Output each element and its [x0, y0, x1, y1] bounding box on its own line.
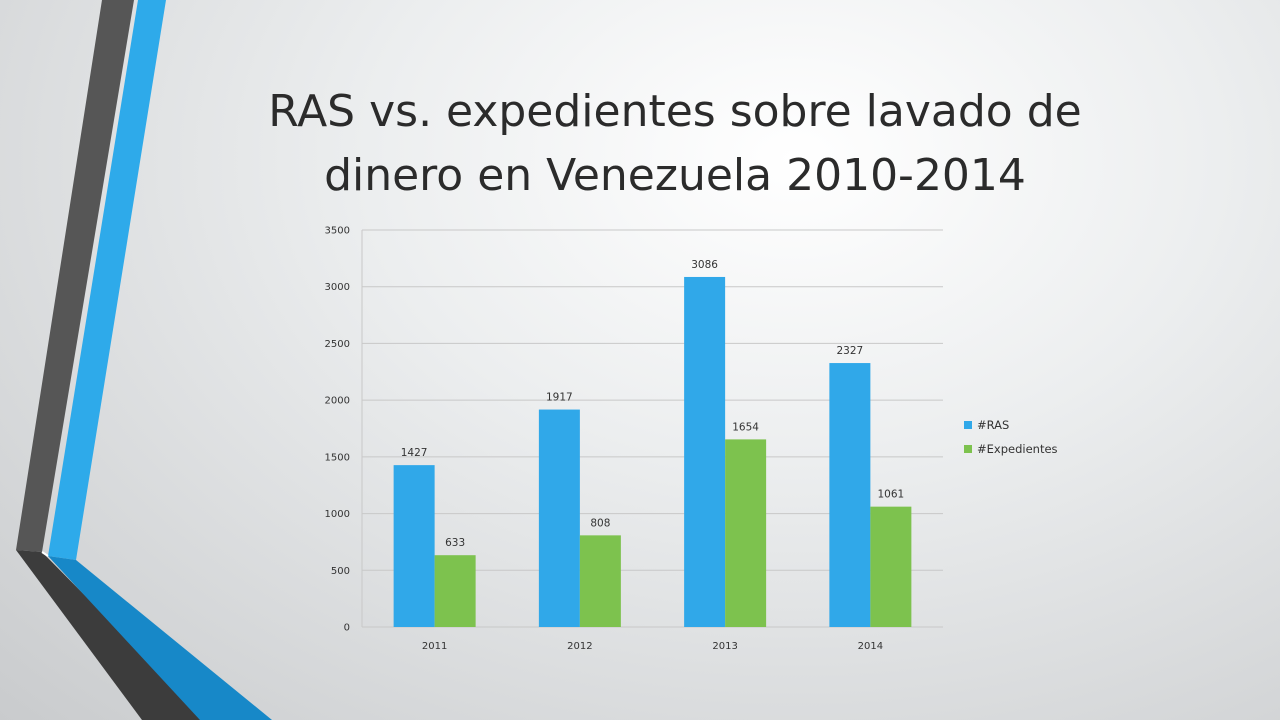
y-tick-label: 3500 [325, 226, 350, 237]
bar-ras-2013 [684, 276, 726, 627]
y-tick-label: 0 [344, 623, 350, 634]
data-label: 1427 [401, 447, 428, 459]
deco-dark-bar-lower [16, 550, 208, 720]
y-axis-labels: 0 500 1000 1500 2000 2500 3000 3500 [325, 226, 350, 634]
data-label: 633 [445, 537, 465, 549]
deco-blue-bar-lower [48, 556, 272, 720]
y-tick-label: 3000 [325, 282, 350, 293]
y-tick-label: 500 [331, 566, 350, 577]
deco-blue-bar-upper [48, 0, 166, 560]
data-label: 1061 [878, 489, 905, 501]
slide-title: RAS vs. expedientes sobre lavado de dine… [268, 86, 1082, 201]
legend-label: #RAS [977, 418, 1009, 432]
data-label: 808 [590, 517, 610, 529]
data-label: 3086 [691, 259, 718, 271]
x-tick-label: 2014 [858, 641, 883, 652]
bar-ras-2014 [829, 363, 871, 627]
y-tick-label: 1500 [325, 452, 350, 463]
bar-ras-2011 [393, 465, 435, 627]
bar-ras-2012 [538, 409, 580, 627]
chart-bars [393, 276, 912, 627]
data-label: 1654 [732, 421, 759, 433]
x-tick-label: 2012 [567, 641, 592, 652]
bar-expedientes-2014 [870, 506, 912, 627]
y-tick-label: 2000 [325, 396, 350, 407]
legend-label: #Expedientes [977, 442, 1058, 456]
data-labels: 1427 633 1917 808 3086 1654 2327 1061 [401, 259, 904, 549]
legend-swatch [964, 445, 972, 453]
bar-expedientes-2013 [725, 439, 767, 627]
deco-dark-bar-upper [16, 0, 134, 552]
bar-expedientes-2011 [434, 555, 476, 627]
bar-expedientes-2012 [579, 535, 621, 627]
deco-highlight-line [41, 551, 49, 557]
y-tick-label: 1000 [325, 509, 350, 520]
x-tick-label: 2011 [422, 641, 447, 652]
x-tick-label: 2013 [712, 641, 737, 652]
x-axis-labels: 2011 2012 2013 2014 [422, 641, 883, 652]
data-label: 2327 [837, 345, 864, 357]
chart-legend: #RAS #Expedientes [964, 418, 1058, 456]
data-label: 1917 [546, 392, 573, 404]
y-tick-label: 2500 [325, 339, 350, 350]
legend-swatch [964, 421, 972, 429]
